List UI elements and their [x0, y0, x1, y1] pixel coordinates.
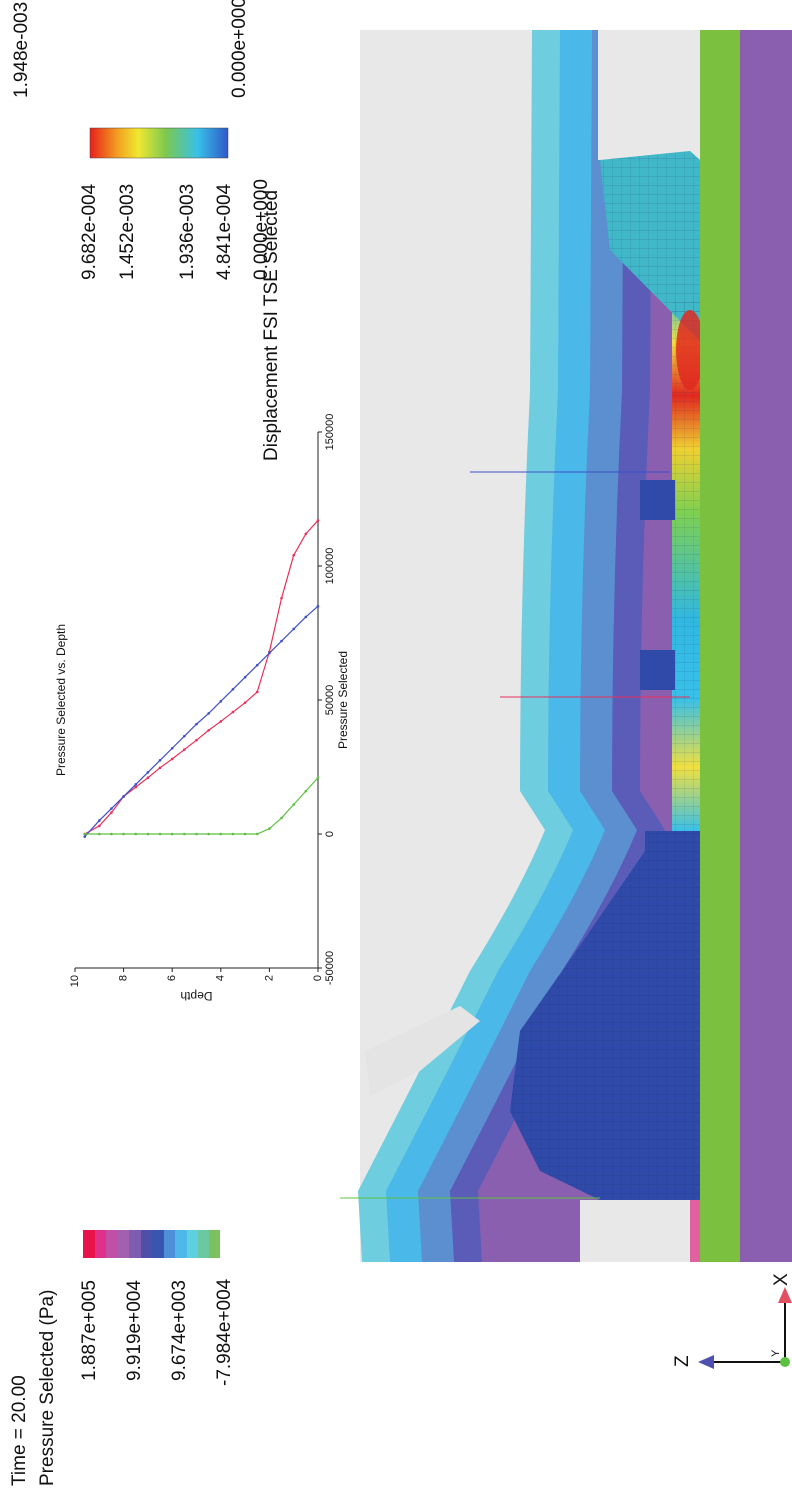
data-point: [147, 771, 150, 774]
data-point: [256, 833, 259, 836]
data-point: [98, 833, 101, 836]
data-point: [171, 747, 174, 750]
data-point: [244, 701, 247, 704]
data-point: [110, 833, 113, 836]
data-point: [280, 597, 283, 600]
legend-label: 9.919e+004: [124, 1280, 145, 1381]
y-tick-label: 4: [215, 975, 227, 981]
data-point: [220, 720, 223, 723]
data-point: [232, 711, 235, 714]
displacement-colorbar: [90, 128, 228, 158]
data-point: [305, 533, 308, 536]
y-tick-label: 10: [69, 975, 81, 987]
model-view: [340, 30, 792, 1262]
axis-label-z: Z: [672, 1355, 693, 1367]
chart-title: Pressure Selected vs. Depth: [54, 624, 68, 776]
x-tick-label: 150000: [324, 414, 336, 451]
data-point: [98, 825, 101, 828]
data-point: [292, 554, 295, 557]
data-point: [232, 833, 235, 836]
legend-label: 0.000e+000: [251, 179, 272, 280]
data-point: [195, 739, 198, 742]
x-axis-label: Pressure Selected: [336, 651, 350, 749]
series-line: [85, 778, 318, 834]
data-point: [292, 628, 295, 631]
data-point: [110, 807, 113, 810]
data-point: [171, 833, 174, 836]
legend-label: 9.682e-004: [79, 183, 100, 280]
data-point: [220, 700, 223, 703]
data-point: [159, 833, 162, 836]
legend-label: 1.887e+005: [79, 1280, 100, 1381]
data-point: [232, 688, 235, 691]
data-point: [268, 652, 271, 655]
data-point: [220, 833, 223, 836]
data-point: [268, 827, 271, 830]
legend-max: 1.948e-003: [11, 2, 32, 98]
y-tick-label: 8: [118, 975, 130, 981]
data-point: [280, 640, 283, 643]
data-point: [207, 833, 210, 836]
y-tick-label: 2: [263, 975, 275, 981]
legend-label: 1.936e-003: [177, 184, 198, 280]
x-tick-label: 0: [324, 831, 336, 837]
data-point: [159, 767, 162, 770]
x-tick-label: 50000: [324, 685, 336, 716]
data-point: [244, 676, 247, 679]
data-point: [305, 616, 308, 619]
data-point: [256, 664, 259, 667]
data-point: [317, 776, 320, 779]
data-point: [195, 723, 198, 726]
data-point: [195, 833, 198, 836]
data-point: [207, 712, 210, 715]
data-point: [122, 833, 125, 836]
legend-label: 9.674e+003: [169, 1280, 190, 1381]
data-point: [183, 833, 186, 836]
legend-label: -7.984e+004: [214, 1278, 235, 1386]
data-point: [244, 833, 247, 836]
data-point: [256, 691, 259, 694]
data-point: [110, 811, 113, 814]
data-point: [183, 735, 186, 738]
data-point: [122, 795, 125, 798]
series-line: [85, 520, 318, 834]
data-point: [147, 776, 150, 779]
data-point: [134, 783, 137, 786]
data-point: [305, 790, 308, 793]
axis-label-y: Y: [770, 1349, 782, 1357]
axis-label-x: X: [771, 1273, 792, 1286]
data-point: [147, 833, 150, 836]
legend-title: Pressure Selected (Pa): [37, 1290, 58, 1486]
data-point: [83, 835, 86, 838]
data-point: [292, 803, 295, 806]
screenshot: Time = 20.00 Pressure Selected (Pa) 1.88…: [0, 0, 792, 1491]
data-point: [183, 748, 186, 751]
y-axis-label: Depth: [180, 989, 212, 1003]
x-tick-label: -50000: [324, 951, 336, 985]
data-point: [317, 605, 320, 608]
legend-label: 1.452e-003: [117, 184, 138, 280]
time-label: Time = 20.00: [9, 1375, 30, 1486]
data-point: [83, 833, 86, 836]
chart: Pressure Selected vs. Depth Pressure Sele…: [54, 414, 350, 1003]
legend-min: 0.000e+000: [229, 0, 250, 98]
data-point: [134, 833, 137, 836]
data-point: [280, 817, 283, 820]
data-point: [134, 786, 137, 789]
y-tick-label: 6: [166, 975, 178, 981]
pressure-colorbar: [83, 1230, 220, 1258]
y-tick-label: 0: [312, 975, 324, 981]
data-point: [98, 819, 101, 822]
legend-label: 4.841e-004: [214, 183, 235, 280]
data-point: [171, 758, 174, 761]
x-tick-label: 100000: [324, 548, 336, 585]
data-point: [207, 729, 210, 732]
landscape-view: Time = 20.00 Pressure Selected (Pa) 1.88…: [9, 0, 792, 1486]
data-point: [317, 519, 320, 522]
data-point: [159, 759, 162, 762]
